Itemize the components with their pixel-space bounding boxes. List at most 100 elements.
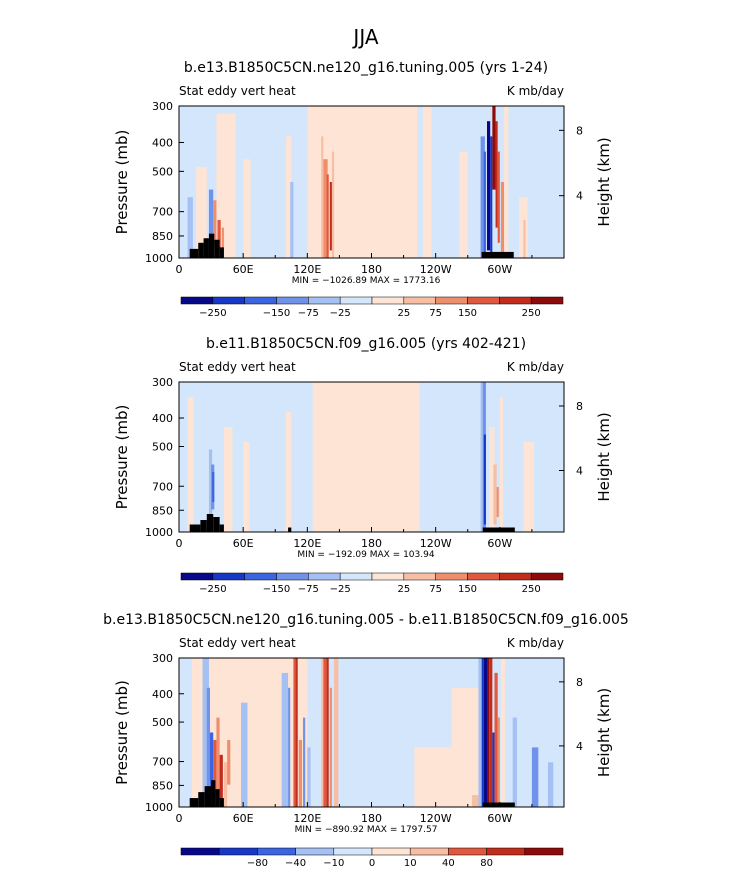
topography	[481, 251, 514, 258]
contour-band	[495, 121, 498, 228]
contour-band	[480, 382, 483, 532]
y-tick-label: 850	[152, 504, 173, 517]
y-tick-label: 700	[152, 756, 173, 769]
contour-band	[493, 464, 497, 525]
colorbar-swatch	[530, 296, 564, 305]
colorbar-label: 40	[442, 858, 455, 869]
min-max-stats: MIN = −192.09 MAX = 103.94	[297, 550, 434, 560]
contour-band	[223, 762, 228, 807]
contour-field	[179, 658, 564, 807]
contour-band	[210, 732, 214, 807]
contour-band	[281, 672, 289, 807]
colorbar-swatch	[524, 847, 564, 856]
contour-band	[307, 747, 311, 807]
y-axis-label: Pressure (mb)	[113, 405, 131, 510]
colorbar-swatch	[212, 572, 245, 581]
x-tick-label: 180	[361, 812, 382, 825]
contour-band	[213, 739, 217, 807]
y-tick-label: 1000	[145, 252, 173, 265]
units-label: K mb/day	[507, 360, 564, 374]
contour-band	[500, 658, 506, 807]
y-tick-label: 400	[152, 412, 173, 425]
contour-band	[295, 658, 298, 807]
left-label: Stat eddy vert heat	[179, 360, 296, 374]
y2-tick-label: 4	[576, 740, 583, 753]
colorbar-swatch	[180, 572, 214, 581]
contour-band	[285, 412, 292, 532]
contour-band	[223, 427, 233, 532]
contour-band	[213, 200, 217, 246]
contour-band	[496, 487, 499, 517]
y2-tick-label: 8	[576, 400, 583, 413]
topography	[219, 247, 224, 258]
y-tick-label: 400	[152, 688, 173, 701]
x-tick-label: 60W	[487, 812, 512, 825]
colorbar-label: −80	[247, 858, 268, 869]
contour-band	[334, 658, 339, 807]
colorbar-label: 150	[458, 308, 477, 319]
y-tick-label: 850	[152, 230, 173, 243]
colorbar-swatch	[244, 572, 277, 581]
colorbar-label: 75	[429, 584, 442, 595]
contour-band	[329, 182, 332, 251]
contour-band	[288, 687, 291, 807]
colorbar-label: −25	[330, 308, 351, 319]
y-tick-label: 1000	[145, 526, 173, 539]
contour-band	[523, 442, 535, 532]
topography	[288, 527, 292, 532]
contour-band	[497, 717, 500, 807]
contour-band	[179, 658, 192, 807]
y2-axis-label: Height (km)	[595, 412, 613, 501]
topography	[482, 527, 515, 532]
colorbar-swatch	[409, 847, 449, 856]
y-tick-label: 500	[152, 165, 173, 178]
topography	[203, 238, 209, 258]
colorbar-swatch	[499, 296, 532, 305]
contour-band	[206, 687, 211, 807]
contour-band	[202, 658, 209, 807]
colorbar-label: −150	[263, 308, 290, 319]
contour-band	[187, 197, 193, 258]
colorbar-swatch	[499, 572, 532, 581]
colorbar-label: −10	[323, 858, 344, 869]
colorbar-swatch	[448, 847, 487, 856]
panel-2: b.e11.B1850C5CN.f09_g16.005 (yrs 402-421…	[113, 336, 613, 595]
colorbar-label: −25	[330, 584, 351, 595]
x-tick-label: 120W	[420, 263, 452, 276]
colorbar-swatch	[530, 572, 564, 581]
colorbar-swatch	[467, 572, 500, 581]
colorbar-swatch	[180, 296, 214, 305]
colorbar-swatch	[218, 847, 258, 856]
contour-band	[208, 449, 213, 532]
y-tick-label: 300	[152, 652, 173, 665]
contour-band	[285, 136, 292, 258]
topography	[211, 780, 216, 807]
x-tick-label: 180	[361, 263, 382, 276]
colorbar-swatch	[486, 847, 526, 856]
colorbar-swatch	[339, 296, 373, 305]
colorbar-label: 80	[480, 858, 493, 869]
contour-band	[451, 687, 479, 807]
contour-band	[487, 121, 491, 251]
topography	[214, 239, 220, 258]
contour-band	[523, 220, 526, 258]
y-tick-label: 850	[152, 779, 173, 792]
y2-tick-label: 8	[576, 124, 583, 137]
colorbar-swatch	[295, 847, 335, 856]
colorbar-label: −75	[298, 308, 319, 319]
x-tick-label: 60W	[487, 537, 512, 550]
topography	[482, 802, 515, 807]
contour-band	[187, 397, 194, 532]
y2-tick-label: 4	[576, 190, 583, 203]
colorbar-swatch	[212, 296, 245, 305]
contour-band	[227, 739, 231, 785]
contour-band	[339, 658, 415, 807]
x-tick-label: 0	[176, 537, 183, 550]
colorbar-swatch	[180, 847, 220, 856]
x-tick-label: 120W	[420, 537, 452, 550]
colorbar-label: 25	[397, 584, 410, 595]
y2-axis-label: Height (km)	[595, 688, 613, 777]
colorbar-label: 250	[522, 584, 541, 595]
contour-band	[208, 189, 214, 258]
y-axis-label: Pressure (mb)	[113, 130, 131, 235]
